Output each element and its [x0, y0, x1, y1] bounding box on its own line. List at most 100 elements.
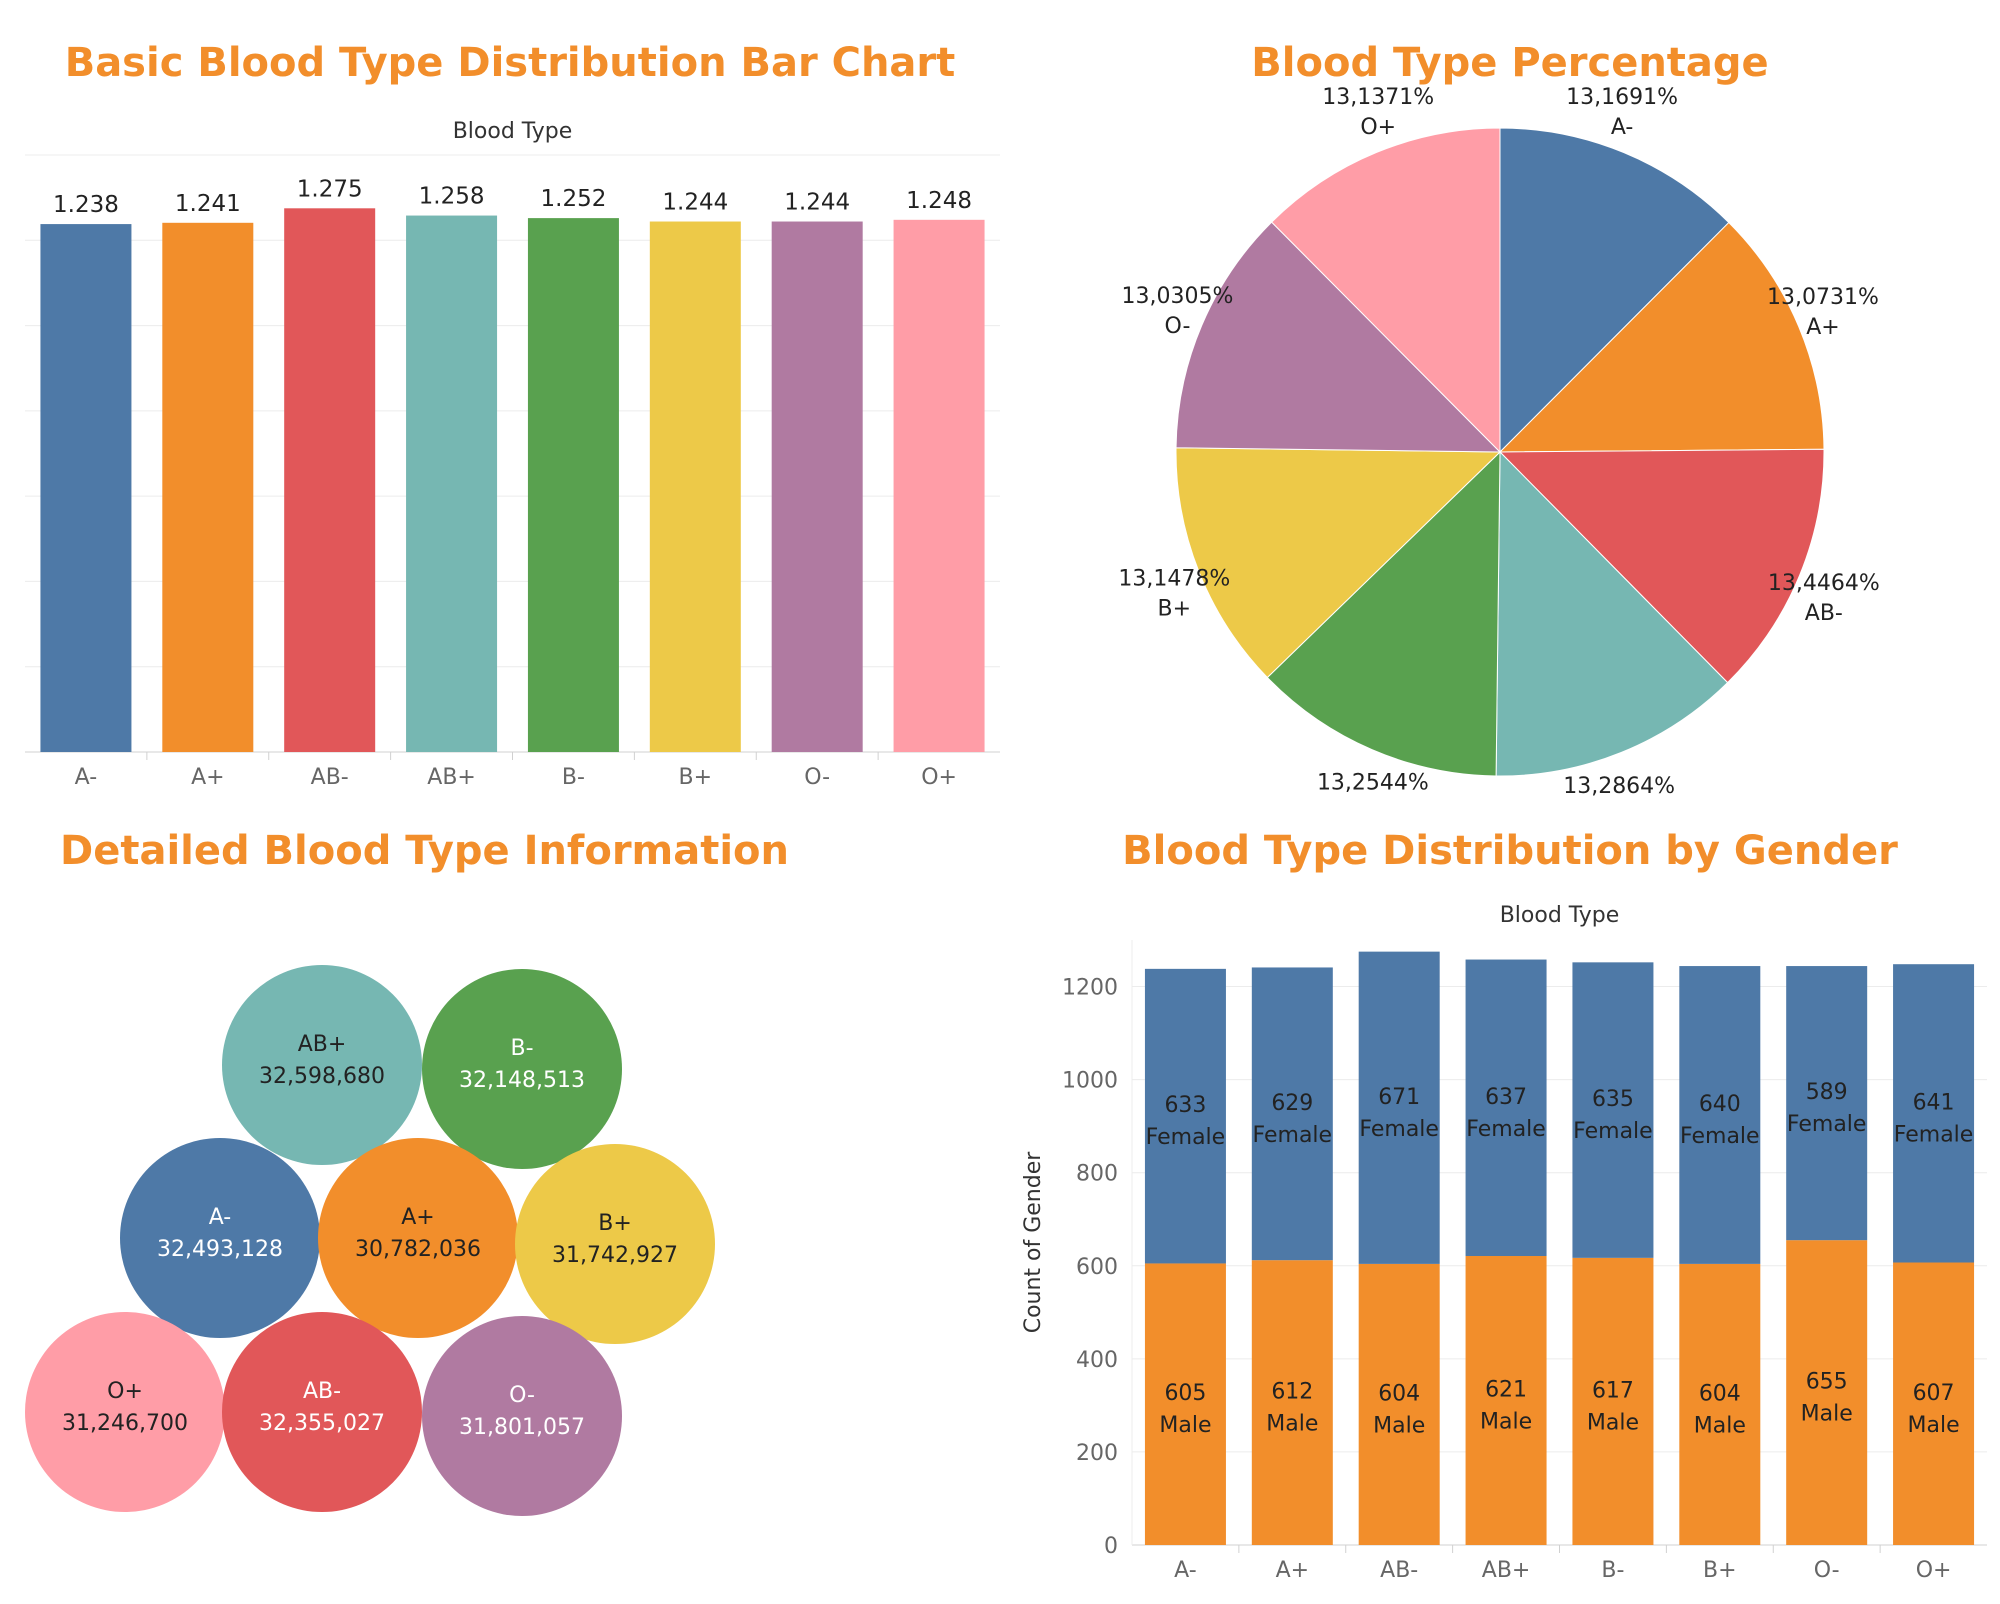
gender-chart-title: Blood Type Distribution by Gender: [1122, 828, 1898, 874]
bar-B+: [649, 221, 741, 753]
pie-slice-A-: [1499, 127, 1730, 454]
male-value-AB-: 604: [1378, 1381, 1420, 1406]
male-label-O+: Male: [1908, 1413, 1960, 1438]
pie-label-A-: A-: [1611, 115, 1634, 140]
bubble-AB-: [222, 1312, 422, 1512]
pie-label-A+: A+: [1806, 315, 1839, 340]
bar-chart-title: Basic Blood Type Distribution Bar Chart: [64, 40, 956, 86]
bubble-value-A-: 32,493,128: [157, 1237, 283, 1262]
gender-chart: Blood Type Count of Gender 0 200 400 600 800 10…: [1021, 903, 1987, 1583]
pie-percent-A+: 13,0731%: [1767, 285, 1879, 310]
bubble-label-AB+: AB+: [298, 1032, 347, 1057]
pie-percent-A-: 13,1691%: [1566, 85, 1678, 110]
x-axis-title: Blood Type: [1500, 903, 1620, 928]
bar-male-AB+: [1465, 1255, 1547, 1545]
bar-male-B+: [1679, 1263, 1761, 1545]
male-value-A+: 612: [1271, 1380, 1313, 1405]
y-tick-400: 400: [1076, 1348, 1118, 1373]
bar-male-AB-: [1358, 1263, 1440, 1545]
bubble-O+: [25, 1312, 225, 1512]
male-label-O-: Male: [1801, 1402, 1853, 1427]
male-value-B+: 604: [1699, 1381, 1741, 1406]
y-tick-600: 600: [1076, 1255, 1118, 1280]
pie-slice-O-: [1175, 221, 1502, 453]
bubble-chart-title: Detailed Blood Type Information: [60, 828, 790, 874]
bar-chart: Blood Type 1.238 A- 1.241 A+ 1.275 AB- 1.258 AB+…: [25, 119, 1000, 790]
x-axis-title: Blood Type: [453, 119, 573, 144]
bubble-B-: [422, 969, 622, 1169]
pie-label-O+: O+: [1360, 115, 1396, 140]
pie-label-AB-: AB-: [1805, 601, 1843, 626]
bubble-label-O+: O+: [107, 1379, 143, 1404]
bar-O-: [771, 221, 863, 753]
female-value-AB-: 671: [1378, 1085, 1420, 1110]
pie-chart-panel: Blood Type Percentage 13,1691% A- 13,0731%…: [1020, 0, 2000, 829]
bubble-O-: [422, 1316, 622, 1516]
bubble-value-B+: 31,742,927: [552, 1243, 678, 1268]
bar-A-: [40, 224, 132, 752]
bar-female-AB+: [1465, 959, 1547, 1256]
bar-AB-: [284, 208, 376, 752]
male-label-B+: Male: [1694, 1413, 1746, 1438]
female-label-B-: Female: [1573, 1119, 1653, 1144]
x-tick-B-: B-: [562, 765, 585, 790]
pie-chart-title: Blood Type Percentage: [1251, 40, 1769, 86]
x-tick-AB+: AB+: [1482, 1558, 1531, 1583]
female-value-B+: 640: [1699, 1092, 1741, 1117]
bubble-label-AB-: AB-: [303, 1379, 341, 1404]
bar-female-O-: [1786, 966, 1868, 1241]
bubble-label-B-: B-: [510, 1036, 533, 1061]
bubble-value-O-: 31,801,057: [459, 1415, 585, 1440]
female-label-AB+: Female: [1466, 1117, 1546, 1142]
pie-percent-O-: 13,0305%: [1122, 284, 1234, 309]
bubble-value-A+: 30,782,036: [355, 1237, 481, 1262]
female-value-O+: 641: [1913, 1090, 1955, 1115]
bar-A+: [162, 222, 254, 753]
bar-female-B+: [1679, 966, 1761, 1264]
male-value-AB+: 621: [1485, 1377, 1527, 1402]
female-value-A-: 633: [1164, 1093, 1206, 1118]
bar-female-A-: [1144, 968, 1226, 1264]
bar-male-B-: [1572, 1257, 1654, 1545]
female-value-B-: 635: [1592, 1087, 1634, 1112]
male-value-O+: 607: [1913, 1381, 1955, 1406]
x-tick-B-: B-: [1601, 1558, 1624, 1583]
female-label-AB-: Female: [1359, 1117, 1439, 1142]
female-label-B+: Female: [1680, 1124, 1760, 1149]
bar-male-O-: [1786, 1240, 1868, 1545]
bubble-value-AB-: 32,355,027: [259, 1411, 385, 1436]
male-value-O-: 655: [1806, 1370, 1848, 1395]
bubble-value-B-: 32,148,513: [459, 1068, 585, 1093]
bar-O+: [893, 219, 985, 752]
pie-percent-B+: 13,1478%: [1118, 566, 1230, 591]
bar-male-A+: [1251, 1260, 1333, 1545]
bar-female-AB-: [1358, 951, 1440, 1264]
pie-percent-AB-: 13,4464%: [1768, 571, 1880, 596]
female-label-A-: Female: [1146, 1125, 1226, 1150]
pie-label-B+: B+: [1158, 596, 1192, 621]
pie-percent-AB+: 13,2864%: [1563, 774, 1675, 799]
data-label-B-: 1.252: [541, 186, 607, 212]
female-value-O-: 589: [1806, 1080, 1848, 1105]
male-label-AB+: Male: [1480, 1409, 1532, 1434]
x-tick-A+: A+: [1276, 1558, 1309, 1583]
female-label-O+: Female: [1894, 1122, 1974, 1147]
pie-slice-B+: [1175, 447, 1502, 679]
female-label-O-: Female: [1787, 1112, 1867, 1137]
x-tick-AB-: AB-: [311, 765, 349, 790]
bar-female-A+: [1251, 967, 1333, 1261]
pie-slice-AB+: [1495, 450, 1729, 777]
bubble-A+: [318, 1138, 518, 1338]
x-tick-B+: B+: [679, 765, 713, 790]
bar-male-O+: [1893, 1262, 1975, 1545]
gender-chart-panel: Blood Type Distribution by Gender Blood …: [1000, 800, 2000, 1600]
bubble-value-AB+: 32,598,680: [259, 1064, 385, 1089]
pie-label-O-: O-: [1165, 314, 1191, 339]
y-tick-1000: 1000: [1062, 1069, 1118, 1094]
female-label-A+: Female: [1253, 1123, 1333, 1148]
y-tick-1200: 1200: [1062, 976, 1118, 1001]
pie-slice-B-: [1266, 450, 1501, 777]
y-tick-200: 200: [1076, 1441, 1118, 1466]
bar-chart-panel: Basic Blood Type Distribution Bar Chart …: [0, 0, 1020, 800]
x-tick-O-: O-: [804, 765, 830, 790]
